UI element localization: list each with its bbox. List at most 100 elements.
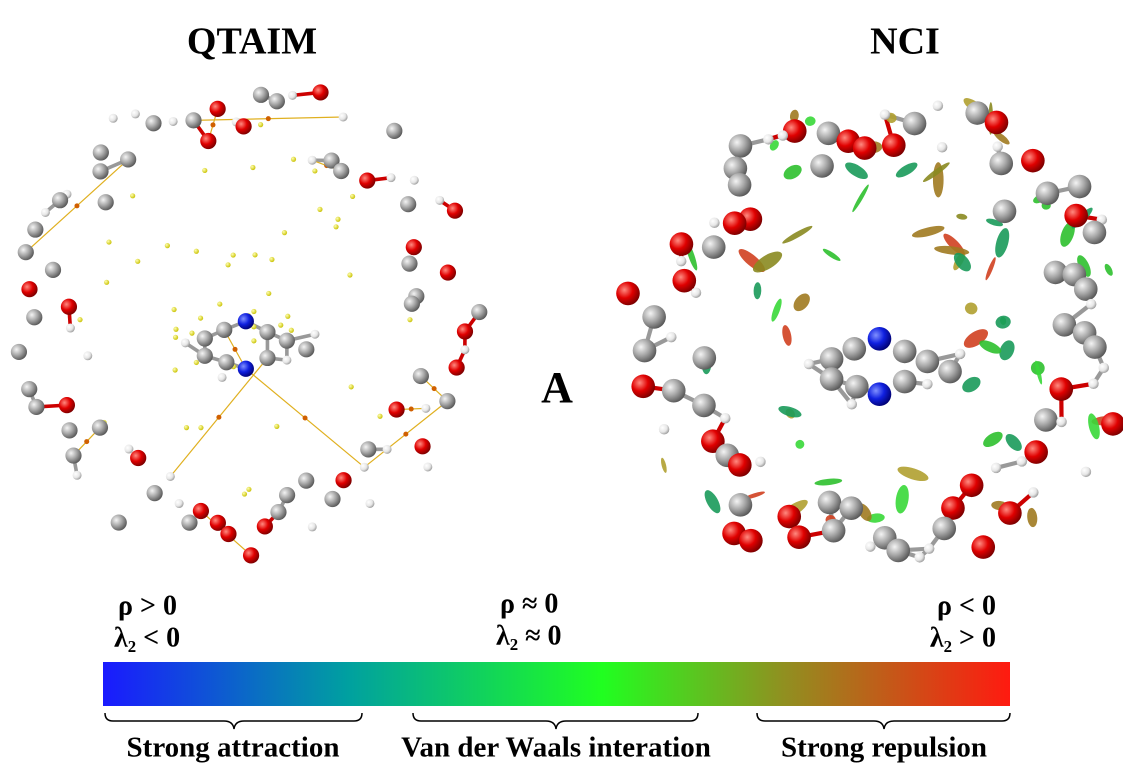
scale-middle-rho: ρ ≈ 0 <box>500 588 558 619</box>
atom <box>181 515 197 531</box>
ring-point <box>289 328 294 333</box>
right-title: NCI <box>870 21 940 63</box>
ring-point <box>282 230 287 235</box>
nci-surface <box>753 282 761 299</box>
atom <box>868 327 892 351</box>
nci-surface <box>794 439 805 450</box>
critical-point <box>303 415 308 420</box>
atom <box>335 472 351 488</box>
atom <box>729 493 753 517</box>
atom <box>1083 335 1107 359</box>
atom <box>903 112 927 136</box>
atom <box>83 351 92 360</box>
critical-point <box>233 347 238 352</box>
atom <box>818 491 842 515</box>
atom <box>893 340 917 364</box>
ring-point <box>269 257 274 262</box>
ring-point <box>173 335 178 340</box>
atom <box>269 93 285 109</box>
atom <box>120 151 136 167</box>
nci-surface <box>911 224 946 240</box>
nci-surface <box>1086 412 1102 440</box>
nci-surface <box>959 374 983 396</box>
brace <box>413 713 698 729</box>
critical-point <box>266 116 271 121</box>
atom <box>387 173 396 182</box>
scale-right-rho: ρ < 0 <box>937 590 996 621</box>
atom <box>1053 313 1077 337</box>
nci-surface <box>992 227 1011 259</box>
nci-surface <box>660 457 668 473</box>
atom <box>839 496 863 520</box>
atom <box>61 422 77 438</box>
atom <box>1101 412 1123 436</box>
atom <box>235 118 251 134</box>
critical-point <box>74 203 79 208</box>
atom <box>692 394 716 418</box>
atom <box>59 397 75 413</box>
atom <box>938 360 962 384</box>
atom <box>457 323 473 339</box>
atom <box>109 114 118 123</box>
nci-surface <box>781 162 804 182</box>
ring-point <box>184 425 189 430</box>
atom <box>1024 440 1048 464</box>
scale-right-lambda: λ₂ > 0 <box>930 622 996 653</box>
critical-point <box>432 386 437 391</box>
atom <box>924 543 935 554</box>
atom <box>993 199 1017 223</box>
atom <box>435 196 444 205</box>
atom <box>676 256 687 267</box>
atom <box>916 350 940 374</box>
atom <box>1064 204 1088 228</box>
atom <box>413 368 429 384</box>
atom <box>288 91 297 100</box>
atom <box>388 401 404 417</box>
nci-surface <box>1026 507 1038 527</box>
ring-point <box>285 314 290 319</box>
atom <box>414 438 430 454</box>
atoms <box>616 100 1123 562</box>
atom <box>298 473 314 489</box>
atoms <box>11 84 488 563</box>
atom <box>21 381 37 397</box>
atom <box>73 471 82 480</box>
atom <box>471 304 487 320</box>
atom <box>65 447 81 463</box>
atom <box>423 462 432 471</box>
atom <box>279 333 295 349</box>
nci-surface <box>956 213 968 220</box>
atom <box>181 338 190 347</box>
atom <box>865 541 876 552</box>
atom <box>218 373 227 382</box>
atom <box>449 359 465 375</box>
atom <box>111 514 127 530</box>
atom <box>401 256 417 272</box>
atom <box>937 142 948 153</box>
brace <box>757 713 1010 729</box>
nci-surface <box>781 324 794 346</box>
atom <box>243 547 259 563</box>
ring-point <box>333 224 338 229</box>
atom <box>778 130 789 141</box>
atom <box>670 232 694 256</box>
atom <box>853 136 877 160</box>
atom <box>130 450 146 466</box>
ring-point <box>242 491 247 496</box>
atom <box>763 134 774 145</box>
atom <box>845 375 869 399</box>
atom <box>279 487 295 503</box>
atom <box>631 375 655 399</box>
atom <box>197 348 213 364</box>
ring-point <box>202 168 207 173</box>
nci-surface <box>894 484 911 514</box>
atom <box>93 144 109 160</box>
atom <box>1036 181 1060 205</box>
atom <box>692 346 716 370</box>
ring-point <box>291 157 296 162</box>
atom <box>124 445 133 454</box>
atom <box>41 208 50 217</box>
region-label: Strong repulsion <box>781 732 987 764</box>
atom <box>308 522 317 531</box>
atom <box>998 501 1022 525</box>
